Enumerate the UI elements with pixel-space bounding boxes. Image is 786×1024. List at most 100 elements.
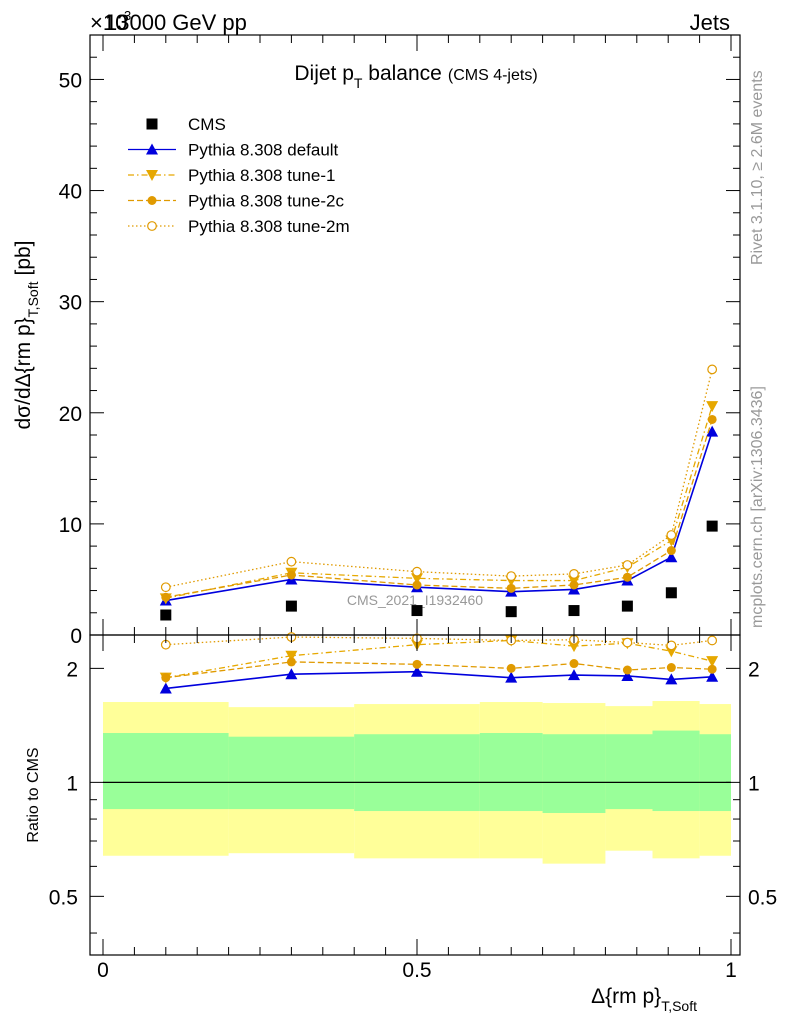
- data-point: [506, 583, 516, 593]
- series-pythia-8-308-tune-2m: [160, 364, 718, 593]
- y-tick-label: 40: [59, 181, 82, 204]
- x-tick-label: 1: [725, 959, 737, 982]
- ratio-uncertainty-bands: [103, 701, 731, 864]
- legend-item: Pythia 8.308 tune-2c: [128, 192, 344, 211]
- legend-label: Pythia 8.308 tune-2c: [188, 192, 344, 211]
- analysis-watermark: CMS_2021_I1932460: [347, 592, 483, 608]
- title-part-1: Dijet p: [294, 62, 354, 85]
- data-point: [665, 551, 678, 563]
- data-point: [505, 671, 518, 683]
- ratio-y-tick-label: 0.5: [49, 886, 78, 909]
- data-point: [666, 663, 676, 673]
- band-green: [542, 734, 606, 814]
- data-point: [665, 673, 678, 685]
- data-point: [569, 568, 579, 579]
- data-point: [568, 605, 580, 617]
- main-series: [159, 364, 719, 621]
- data-point: [161, 592, 171, 602]
- ratio-series: [159, 632, 719, 694]
- band-green: [103, 733, 229, 810]
- data-point: [569, 659, 579, 669]
- ratio-frame: [89, 634, 741, 956]
- exponent-power: 3: [124, 8, 131, 23]
- legend: CMS Pythia 8.308 default Pythia 8.308 tune…: [128, 115, 350, 236]
- ratio-y-tick-label: 1: [66, 772, 78, 795]
- data-point: [159, 682, 172, 694]
- data-point: [506, 663, 516, 673]
- data-point: [285, 668, 298, 680]
- legend-item: CMS: [146, 115, 226, 134]
- data-point: [706, 670, 719, 682]
- y-label-unit: [pb]: [12, 240, 35, 275]
- y-tick-label: 0: [70, 625, 82, 648]
- title-part-2: balance: [362, 62, 441, 85]
- band-green: [699, 734, 731, 812]
- data-point: [160, 582, 171, 593]
- y-tick-label: 20: [59, 403, 82, 426]
- energy-label: 13000 GeV pp: [105, 10, 247, 35]
- data-point: [666, 546, 676, 556]
- series-line: [165, 661, 713, 679]
- x-label-main: Δ{rm p}: [591, 985, 661, 1008]
- data-point: [411, 605, 423, 617]
- ratio-panel: 0.5 0.5 1 1 2 2 0 0.5 1 Ratio to CMS Δ{rm p}T,So…: [25, 632, 777, 1014]
- series-pythia-8-308-tune-2c: [161, 657, 717, 683]
- data-point: [568, 641, 580, 653]
- y-label-main: dσ/dΔ{rm p}: [12, 317, 35, 429]
- legend-item: Pythia 8.308 default: [128, 141, 339, 160]
- data-point: [285, 650, 298, 662]
- data-point: [622, 637, 633, 648]
- data-point: [412, 659, 422, 669]
- data-point: [706, 401, 719, 413]
- series-line: [165, 369, 713, 588]
- x-tick-label: 0.5: [402, 959, 431, 982]
- data-point: [411, 573, 423, 585]
- ratio-y-tick-label-right: 2: [748, 658, 760, 681]
- process-label: Jets: [690, 10, 730, 35]
- x-tick-label: 0: [97, 959, 109, 982]
- data-point: [160, 609, 172, 621]
- main-y-axis-label: dσ/dΔ{rm p}T,Soft [pb]: [12, 240, 41, 429]
- mcplots-label: mcplots.cern.ch [arXiv:1306.3436]: [749, 386, 766, 628]
- data-point: [569, 580, 579, 590]
- data-point: [665, 587, 677, 599]
- exponent-label: ×10: [90, 10, 127, 35]
- data-point: [161, 673, 171, 683]
- ratio-y-tick-label: 2: [66, 658, 78, 681]
- legend-label: Pythia 8.308 tune-2m: [188, 217, 350, 236]
- header: ×10 3 13000 GeV pp Jets: [90, 8, 730, 35]
- series-pythia-8-308-tune-1: [159, 401, 719, 605]
- main-panel: 0 10 20 30 40 50 Dijet pT balance (CMS 4-jets)…: [12, 34, 741, 648]
- data-point: [412, 580, 422, 590]
- series-line: [165, 405, 713, 599]
- legend-marker: [146, 170, 158, 181]
- series-pythia-8-308-default: [159, 665, 719, 694]
- series-line: [165, 419, 713, 598]
- legend-label: Pythia 8.308 tune-1: [188, 166, 335, 185]
- data-point: [707, 664, 717, 674]
- data-point: [706, 425, 719, 437]
- data-point: [286, 556, 297, 567]
- data-point: [568, 669, 580, 681]
- legend-item: Pythia 8.308 tune-2m: [128, 217, 350, 236]
- legend-marker: [146, 118, 158, 130]
- ratio-axis-ticks: 0.5 0.5 1 1 2 2 0 0.5 1: [49, 635, 777, 982]
- data-point: [411, 665, 423, 677]
- data-point: [412, 566, 422, 577]
- data-point: [707, 635, 718, 646]
- band-green: [652, 730, 700, 812]
- data-point: [706, 656, 719, 668]
- data-point: [666, 640, 677, 651]
- band-green: [479, 733, 543, 812]
- rivet-label: Rivet 3.1.10, ≥ 2.6M events: [749, 70, 766, 265]
- band-green: [354, 734, 480, 812]
- series-pythia-8-308-tune-2c: [161, 414, 717, 602]
- series-line: [165, 670, 713, 690]
- data-point: [621, 600, 633, 612]
- title-subscript: T: [354, 75, 363, 91]
- legend-marker: [147, 196, 157, 205]
- data-point: [286, 657, 296, 667]
- data-point: [286, 570, 296, 580]
- data-point: [622, 572, 632, 582]
